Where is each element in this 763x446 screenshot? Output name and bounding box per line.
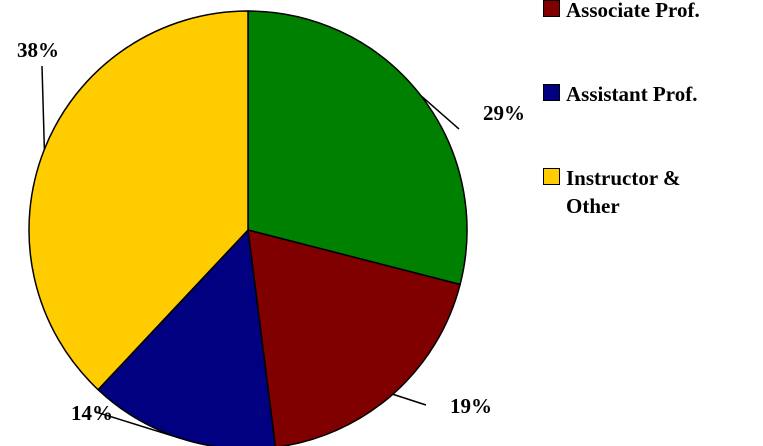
- legend-label: Instructor & Other: [566, 166, 681, 218]
- data-label: 29%: [483, 101, 525, 125]
- legend-item: Instructor & Other: [543, 164, 733, 220]
- legend-item: Assistant Prof.: [543, 80, 733, 108]
- leader-line: [392, 393, 427, 406]
- leader-line: [420, 95, 460, 130]
- legend-label: Associate Prof.: [566, 0, 700, 22]
- legend-swatch: [543, 0, 560, 17]
- legend-label: Assistant Prof.: [566, 82, 698, 106]
- data-label: 19%: [450, 394, 492, 418]
- pie-slice: [247, 10, 468, 286]
- legend-item: Associate Prof.: [543, 0, 733, 24]
- leader-line: [95, 411, 181, 439]
- leader-line: [41, 65, 46, 150]
- data-label: 14%: [71, 401, 113, 425]
- legend-swatch: [543, 84, 560, 101]
- pie-slice: [28, 10, 249, 391]
- legend-swatch: [543, 168, 560, 185]
- data-label: 38%: [17, 38, 59, 62]
